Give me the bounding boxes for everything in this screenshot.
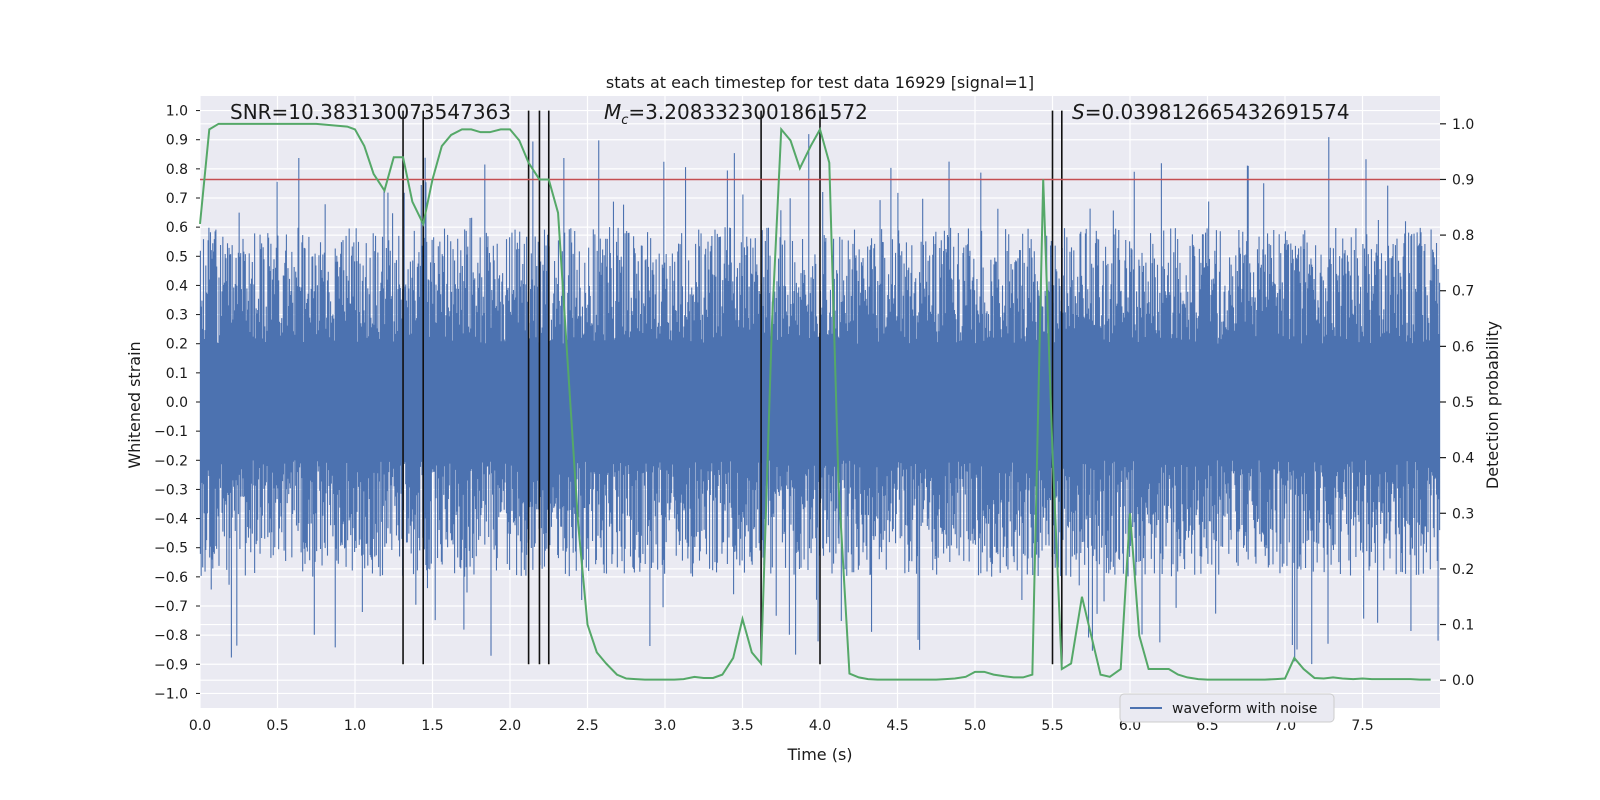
spin-symbol: S [1072,100,1085,124]
y-tick-label: −0.6 [154,570,188,586]
y-axis-ticks: 1.0 0.9 0.8 0.7 0.6 0.5 0.4 0.3 0.2 0.1 0.0 −0.1 −0.… [154,104,200,702]
x-tick-label: 4.0 [809,718,831,734]
y2-tick-label: 0.2 [1452,562,1474,578]
y2-tick-label: 0.5 [1452,395,1474,411]
x-tick-label: 7.5 [1351,718,1373,734]
y2-tick-label: 0.4 [1452,451,1474,467]
y2-tick-label: 0.1 [1452,618,1474,634]
x-tick-label: 4.5 [886,718,908,734]
x-tick-label: 1.5 [421,718,443,734]
y2-tick-label: 0.7 [1452,284,1474,300]
y-tick-label: −0.7 [154,599,188,615]
y-tick-label: −1.0 [154,686,188,702]
chirp-mass-value: =3.2083323001861572 [628,100,868,124]
y2-tick-label: 0.8 [1452,228,1474,244]
chirp-mass-symbol: M [604,100,622,124]
y2-tick-label: 0.9 [1452,172,1474,188]
x-tick-label: 2.0 [499,718,521,734]
y-tick-label: −0.4 [154,512,188,528]
y-tick-label: 0.3 [166,308,188,324]
x-tick-label: 2.5 [576,718,598,734]
y-tick-label: 0.6 [166,220,188,236]
y2-axis-ticks: 1.0 0.9 0.8 0.7 0.6 0.5 0.4 0.3 0.2 0.1 0.0 [1440,117,1474,689]
spin-annotation: S=0.039812665432691574 [1072,100,1350,124]
legend-box [1119,693,1335,723]
x-tick-label: 1.0 [344,718,366,734]
x-axis-label: Time (s) [786,745,852,764]
legend-label: waveform with noise [1172,701,1317,717]
y-tick-label: −0.1 [154,424,188,440]
y-tick-label: 0.0 [166,395,188,411]
y-tick-label: 0.4 [166,278,188,294]
y2-axis-label: Detection probability [1483,321,1502,489]
y-tick-label: 0.9 [166,133,188,149]
x-tick-label: 0.0 [189,718,211,734]
legend: waveform with noise [1119,693,1335,723]
probability-series [199,122,1431,681]
y-tick-label: 0.5 [166,249,188,265]
y-tick-label: −0.2 [154,453,188,469]
y-tick-label: 0.7 [166,191,188,207]
y-tick-label: −0.3 [154,482,188,498]
y2-tick-label: 0.6 [1452,339,1474,355]
event-lines [402,110,1063,665]
y-tick-label: 1.0 [166,104,188,120]
y-axis-label: Whitened strain [125,341,144,468]
chirp-mass-subscript: c [621,113,629,128]
spin-value: =0.039812665432691574 [1084,100,1350,124]
y-tick-label: −0.5 [154,541,188,557]
y2-tick-label: 0.0 [1452,673,1474,689]
y-tick-label: 0.1 [166,366,188,382]
x-tick-label: 5.0 [964,718,986,734]
y-tick-label: −0.9 [154,657,188,673]
chirp-mass-annotation: Mc=3.2083323001861572 [604,100,868,128]
chart-title: stats at each timestep for test data 169… [606,73,1034,92]
snr-annotation: SNR=10.383130073547363 [230,100,511,124]
x-tick-label: 3.5 [731,718,753,734]
y-tick-label: 0.8 [166,162,188,178]
y2-tick-label: 1.0 [1452,117,1474,133]
y2-tick-label: 0.3 [1452,506,1474,522]
y-tick-label: 0.2 [166,337,188,353]
y-tick-label: −0.8 [154,628,188,644]
x-tick-label: 0.5 [266,718,288,734]
x-tick-label: 5.5 [1041,718,1063,734]
x-tick-label: 3.0 [654,718,676,734]
